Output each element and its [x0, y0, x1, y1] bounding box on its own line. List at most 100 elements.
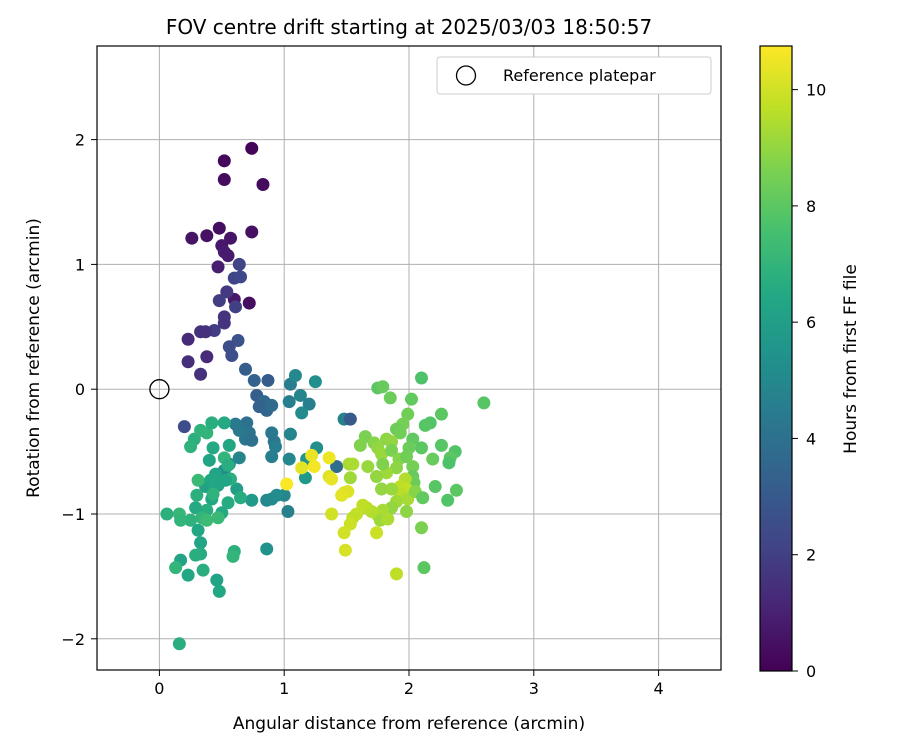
- data-point: [417, 561, 431, 575]
- data-point: [385, 443, 399, 457]
- y-tick-label: 1: [75, 255, 85, 274]
- data-point: [217, 316, 231, 330]
- data-point: [185, 231, 199, 245]
- data-point: [224, 231, 238, 245]
- data-point: [225, 349, 239, 363]
- colorbar-gradient: [759, 45, 793, 672]
- data-point: [222, 438, 236, 452]
- data-point: [189, 548, 203, 562]
- data-point: [184, 440, 198, 454]
- data-point: [200, 513, 214, 527]
- data-point: [295, 406, 309, 420]
- data-point: [442, 456, 456, 470]
- reference-marker: [149, 379, 170, 400]
- data-point: [338, 543, 352, 557]
- data-point: [404, 392, 418, 406]
- data-point: [307, 460, 321, 474]
- data-point: [181, 332, 195, 346]
- data-point: [383, 391, 397, 405]
- data-point: [370, 526, 384, 540]
- data-point: [256, 178, 270, 192]
- data-point: [196, 563, 210, 577]
- data-point: [298, 471, 312, 485]
- data-point: [239, 362, 253, 376]
- data-point: [226, 549, 240, 563]
- data-point: [184, 513, 198, 527]
- colorbar-tick-label: 0: [806, 662, 816, 681]
- x-tick-label: 1: [279, 679, 289, 698]
- data-point: [280, 477, 294, 491]
- data-point: [441, 493, 455, 507]
- data-point: [416, 491, 430, 505]
- data-point: [200, 426, 214, 440]
- data-point: [414, 521, 428, 535]
- data-point: [418, 418, 432, 432]
- data-point: [449, 483, 463, 497]
- data-point: [293, 388, 307, 402]
- data-point: [200, 350, 214, 364]
- data-point: [174, 513, 188, 527]
- data-point: [346, 457, 360, 471]
- data-point: [406, 460, 420, 474]
- colorbar-tick-label: 4: [806, 429, 816, 448]
- data-point: [169, 561, 183, 575]
- colorbar-ticks: 0 2 4 6 8 10: [792, 81, 826, 681]
- data-point: [343, 471, 357, 485]
- data-point: [189, 501, 203, 515]
- y-tick-label: 2: [75, 131, 85, 150]
- data-point: [217, 173, 231, 187]
- y-axis-label: Rotation from reference (arcmin): [24, 218, 44, 498]
- data-point: [261, 373, 275, 387]
- legend: Reference platepar: [436, 56, 712, 95]
- data-point: [202, 453, 216, 467]
- data-point: [343, 412, 357, 426]
- data-point: [210, 573, 224, 587]
- data-point: [390, 461, 404, 475]
- x-axis-label: Angular distance from reference (arcmin): [233, 714, 585, 734]
- colorbar-tick-label: 10: [806, 81, 826, 100]
- y-tick-label: −1: [61, 505, 85, 524]
- legend-box: [436, 56, 712, 95]
- data-point: [212, 294, 226, 308]
- data-point: [160, 507, 174, 521]
- x-axis-ticks: 0 1 2 3 4: [154, 670, 664, 698]
- data-point: [194, 536, 208, 550]
- data-point: [177, 420, 191, 434]
- data-point: [325, 472, 339, 486]
- data-point: [265, 450, 279, 464]
- data-point: [434, 407, 448, 421]
- data-point: [337, 526, 351, 540]
- data-point: [361, 460, 375, 474]
- x-tick-label: 2: [404, 679, 414, 698]
- data-point: [245, 141, 259, 155]
- data-point: [330, 460, 344, 474]
- colorbar-label: Hours from first FF file: [841, 264, 861, 454]
- data-point: [428, 480, 442, 494]
- data-point: [375, 482, 389, 496]
- data-point: [281, 505, 295, 519]
- data-point: [400, 505, 414, 519]
- legend-marker-icon: [455, 65, 477, 86]
- data-point: [221, 458, 235, 472]
- data-point: [204, 473, 218, 487]
- data-point: [181, 355, 195, 369]
- data-point: [295, 461, 309, 475]
- data-point: [283, 427, 297, 441]
- legend-entry: Reference platepar: [503, 66, 656, 85]
- data-point: [270, 488, 284, 502]
- data-point: [381, 512, 395, 526]
- data-point: [229, 300, 243, 314]
- data-point: [434, 438, 448, 452]
- data-point: [221, 249, 235, 263]
- data-point: [217, 416, 231, 430]
- data-point: [288, 368, 302, 382]
- data-point: [385, 482, 399, 496]
- data-point: [245, 433, 259, 447]
- data-point: [232, 257, 246, 271]
- data-point: [375, 447, 389, 461]
- colorbar: 0 2 4 6 8 10 Hours from first FF file: [759, 45, 861, 681]
- data-point: [245, 493, 259, 507]
- data-point: [219, 473, 233, 487]
- data-point: [414, 371, 428, 385]
